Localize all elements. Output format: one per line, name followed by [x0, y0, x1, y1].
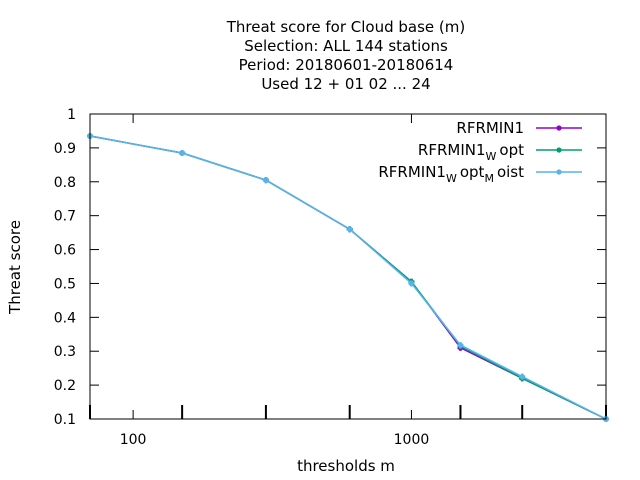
chart-title-line: Selection: ALL 144 stations: [244, 37, 448, 55]
legend-label-2: RFRMIN1W opt: [418, 141, 524, 163]
legend-label-1: RFRMIN1: [456, 119, 524, 137]
chart-title: Threat score for Cloud base (m)Selection…: [226, 18, 466, 93]
data-point: [347, 226, 353, 232]
plot-frame: [89, 113, 607, 420]
legend-marker: [556, 147, 562, 153]
y-tick-label: 0.7: [54, 209, 76, 225]
legend-marker: [556, 125, 562, 131]
x-axis-ticks: 100 1000: [89, 114, 607, 448]
chart-title-line: Used 12 + 01 02 ... 24: [261, 75, 430, 93]
data-point: [179, 150, 185, 156]
series-line-1: [89, 135, 607, 420]
data-point: [519, 374, 525, 380]
legend-label-3: RFRMIN1W optM oist: [378, 163, 524, 185]
series-lines: [87, 133, 609, 422]
series-line-2: [89, 135, 607, 420]
x-axis-label: thresholds m: [297, 457, 395, 475]
x-tick-label: 1000: [394, 432, 430, 448]
y-tick-label: 0.2: [54, 378, 76, 394]
y-tick-label: 0.8: [54, 175, 76, 191]
y-axis-label: Threat score: [6, 220, 24, 315]
y-tick-label: 0.5: [54, 276, 76, 292]
legend-marker: [556, 169, 562, 175]
data-point: [263, 177, 269, 183]
y-tick-label: 0.9: [54, 141, 76, 157]
y-tick-label: 0.1: [54, 412, 76, 428]
data-point: [408, 280, 415, 287]
y-tick-label: 0.3: [54, 344, 76, 360]
y-tick-label: 1: [67, 107, 76, 123]
x-tick-label: 100: [120, 432, 147, 448]
chart-title-line: Period: 20180601-20180614: [239, 56, 454, 74]
y-axis-ticks: 0.1 0.2 0.3 0.4 0.5 0.6 0.7 0.8 0.9 1: [54, 107, 606, 428]
series-line-3: [89, 135, 607, 420]
y-tick-label: 0.4: [54, 310, 76, 326]
data-point: [457, 342, 464, 348]
chart-title-line: Threat score for Cloud base (m): [226, 18, 466, 36]
y-tick-label: 0.6: [54, 243, 76, 259]
